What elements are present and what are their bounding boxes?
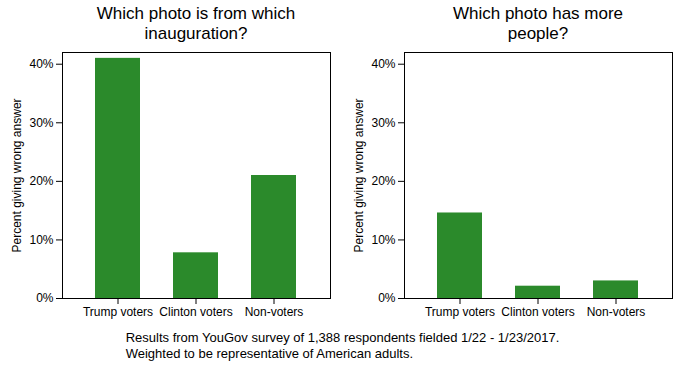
svg-text:0%: 0%: [378, 291, 396, 305]
svg-text:Non-voters: Non-voters: [587, 305, 646, 319]
html-text:Which photo is from which inau: Which photo is from which inauguration?: [96, 4, 296, 43]
svg-text:20%: 20%: [371, 174, 395, 188]
svg-text:30%: 30%: [29, 116, 53, 130]
svg-text:Clinton voters: Clinton voters: [159, 305, 232, 319]
html-text:Results from YouGov survey of: Results from YouGov survey of 1,388 resp…: [125, 330, 560, 345]
svg-text:Percent giving wrong answer: Percent giving wrong answer: [352, 98, 366, 252]
svg-text:Percent giving wrong answer: Percent giving wrong answer: [10, 98, 24, 252]
svg-text:20%: 20%: [29, 174, 53, 188]
svg-text:30%: 30%: [371, 116, 395, 130]
html-text:Weighted to be representative: Weighted to be representative of America…: [125, 346, 414, 361]
svg-text:10%: 10%: [29, 233, 53, 247]
svg-text:Trump voters: Trump voters: [83, 305, 153, 319]
svg-text:Trump voters: Trump voters: [425, 305, 495, 319]
svg-text:10%: 10%: [371, 233, 395, 247]
svg-text:Non-voters: Non-voters: [245, 305, 304, 319]
svg-text:0%: 0%: [36, 291, 54, 305]
html-text:Which photo has more people?: Which photo has more people?: [453, 4, 623, 43]
svg-text:40%: 40%: [371, 57, 395, 71]
svg-text:Clinton voters: Clinton voters: [501, 305, 574, 319]
svg-text:40%: 40%: [29, 57, 53, 71]
